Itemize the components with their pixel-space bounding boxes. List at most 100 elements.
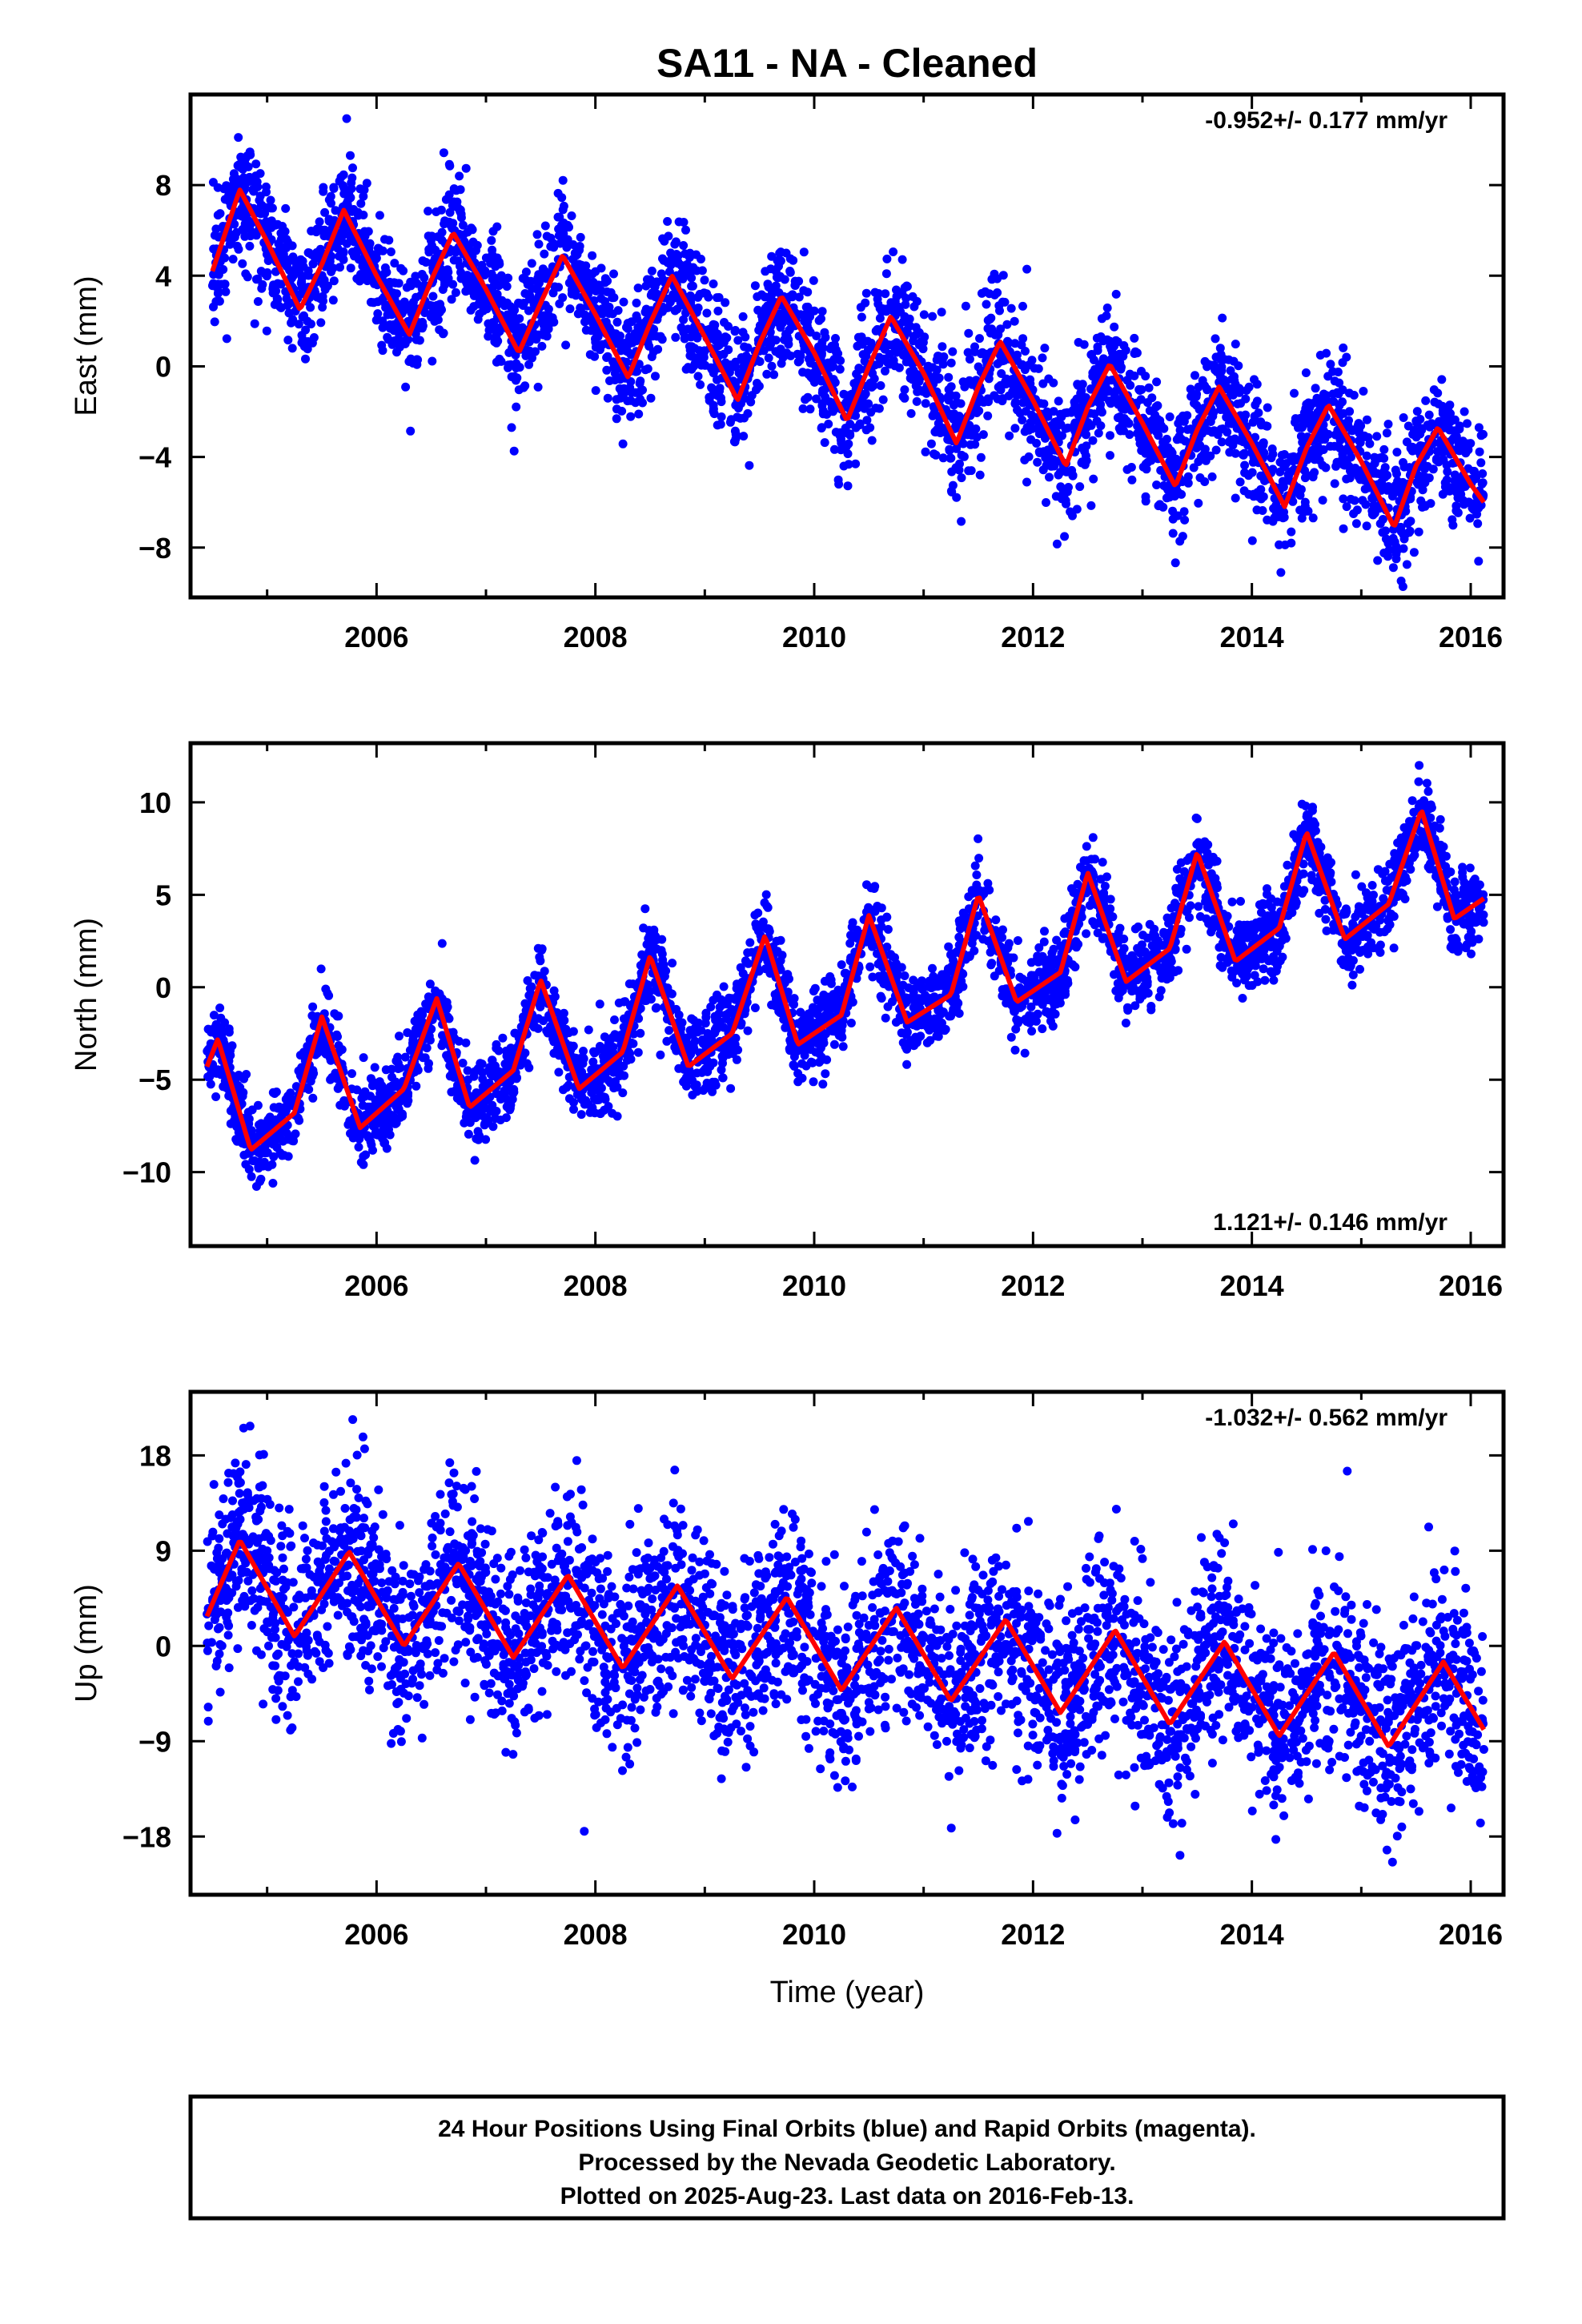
data-point <box>1013 936 1022 945</box>
data-point <box>489 318 499 327</box>
data-point <box>905 373 915 383</box>
data-point <box>625 383 635 392</box>
data-point <box>965 355 974 364</box>
data-point <box>238 259 247 268</box>
data-point <box>1158 443 1167 452</box>
data-point <box>946 391 956 400</box>
data-point <box>1096 400 1106 409</box>
data-point <box>576 260 586 270</box>
data-point <box>356 199 366 208</box>
data-point <box>930 449 938 459</box>
data-point <box>820 385 829 395</box>
data-point <box>844 391 853 400</box>
data-point <box>1379 444 1389 454</box>
data-point <box>1027 1027 1037 1036</box>
data-point <box>572 250 582 259</box>
data-point <box>324 216 334 226</box>
data-point <box>1218 313 1227 323</box>
scatter-points <box>208 114 1488 591</box>
data-point <box>392 289 401 299</box>
data-point <box>1474 557 1484 566</box>
data-point <box>677 323 686 332</box>
data-point <box>696 380 705 389</box>
data-point <box>518 274 528 283</box>
data-point <box>362 179 371 188</box>
data-point <box>359 191 368 201</box>
data-point <box>912 396 921 406</box>
data-point <box>383 332 392 342</box>
data-point <box>932 425 942 435</box>
data-point <box>1328 367 1338 376</box>
data-point <box>963 348 973 357</box>
data-point <box>232 175 242 184</box>
data-point <box>1026 435 1036 444</box>
data-point <box>964 466 974 476</box>
data-point <box>755 321 765 330</box>
data-point <box>463 1066 472 1076</box>
data-point <box>721 358 730 368</box>
data-point <box>343 191 353 201</box>
data-point <box>743 408 753 418</box>
data-point <box>377 340 387 350</box>
data-point <box>990 269 999 279</box>
data-point <box>1470 467 1479 476</box>
data-point <box>451 287 460 297</box>
data-point <box>1072 505 1082 514</box>
data-point <box>890 300 900 310</box>
data-point <box>671 332 681 342</box>
data-point <box>632 311 641 320</box>
data-point <box>1222 376 1231 386</box>
data-point <box>381 1065 391 1075</box>
data-point <box>1330 376 1339 386</box>
data-point <box>997 369 1006 378</box>
data-point <box>640 365 650 375</box>
data-point <box>354 211 363 220</box>
data-point <box>684 363 693 372</box>
data-point <box>612 404 621 414</box>
data-point <box>1195 441 1204 451</box>
data-point <box>299 262 308 271</box>
data-point <box>1259 440 1268 450</box>
data-point <box>303 316 312 326</box>
data-point <box>1216 350 1226 360</box>
data-point <box>516 299 525 308</box>
data-point <box>721 298 730 308</box>
data-point <box>998 356 1008 366</box>
data-point <box>679 315 689 324</box>
data-point <box>983 411 993 420</box>
data-point <box>998 396 1007 406</box>
data-point <box>1127 475 1137 485</box>
data-point <box>946 358 956 368</box>
data-point <box>1448 434 1458 444</box>
data-point <box>347 178 356 187</box>
data-point <box>818 1080 828 1089</box>
data-point <box>681 308 690 318</box>
data-point <box>890 361 900 371</box>
data-point <box>1321 915 1331 924</box>
data-point <box>1227 897 1237 907</box>
data-point <box>1453 508 1463 517</box>
data-point <box>1040 927 1049 936</box>
data-point <box>799 247 809 257</box>
data-point <box>355 255 365 264</box>
data-point <box>461 163 471 173</box>
data-point <box>1152 480 1162 489</box>
data-point <box>1078 443 1087 452</box>
data-point <box>725 368 734 377</box>
data-point <box>230 185 239 194</box>
data-point <box>445 207 455 217</box>
data-point <box>1445 400 1455 410</box>
data-point <box>401 382 411 392</box>
data-point <box>250 319 259 328</box>
data-point <box>947 467 957 476</box>
data-point <box>1223 411 1232 420</box>
data-point <box>380 235 389 244</box>
data-point <box>733 336 743 345</box>
data-point <box>548 288 558 298</box>
data-point <box>1083 418 1093 428</box>
data-point <box>1108 348 1117 357</box>
data-point <box>532 230 542 239</box>
data-point <box>1478 469 1488 478</box>
data-point <box>1141 448 1150 458</box>
data-point <box>228 255 238 264</box>
